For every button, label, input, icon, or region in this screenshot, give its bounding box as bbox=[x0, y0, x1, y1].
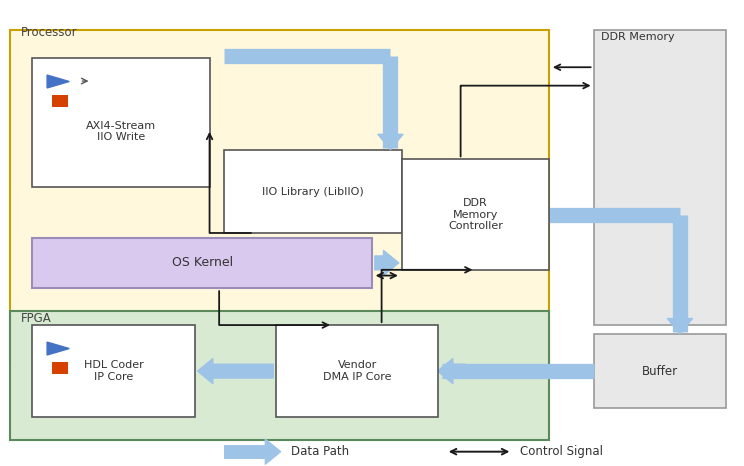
Text: DDR
Memory
Controller: DDR Memory Controller bbox=[448, 198, 503, 231]
FancyBboxPatch shape bbox=[10, 30, 549, 362]
FancyBboxPatch shape bbox=[594, 30, 726, 325]
FancyBboxPatch shape bbox=[402, 159, 549, 270]
FancyBboxPatch shape bbox=[224, 150, 402, 233]
FancyBboxPatch shape bbox=[10, 311, 549, 440]
Text: Buffer: Buffer bbox=[642, 364, 678, 377]
Text: Data Path: Data Path bbox=[291, 445, 349, 458]
Text: OS Kernel: OS Kernel bbox=[172, 256, 233, 269]
Text: FPGA: FPGA bbox=[22, 312, 52, 325]
Polygon shape bbox=[47, 75, 69, 88]
FancyBboxPatch shape bbox=[51, 95, 68, 107]
FancyBboxPatch shape bbox=[32, 58, 210, 187]
FancyBboxPatch shape bbox=[51, 362, 68, 374]
Text: DDR Memory: DDR Memory bbox=[601, 32, 675, 42]
Text: Processor: Processor bbox=[22, 26, 78, 39]
Text: HDL Coder
IP Core: HDL Coder IP Core bbox=[83, 360, 144, 382]
Text: IIO Library (LibIIO): IIO Library (LibIIO) bbox=[262, 186, 364, 197]
FancyBboxPatch shape bbox=[276, 325, 438, 417]
FancyBboxPatch shape bbox=[32, 325, 195, 417]
Text: AXI4-Stream
IIO Write: AXI4-Stream IIO Write bbox=[86, 121, 156, 143]
Text: Vendor
DMA IP Core: Vendor DMA IP Core bbox=[323, 360, 391, 382]
FancyBboxPatch shape bbox=[594, 334, 726, 408]
Text: Control Signal: Control Signal bbox=[520, 445, 603, 458]
FancyBboxPatch shape bbox=[32, 238, 372, 288]
Polygon shape bbox=[47, 342, 69, 355]
